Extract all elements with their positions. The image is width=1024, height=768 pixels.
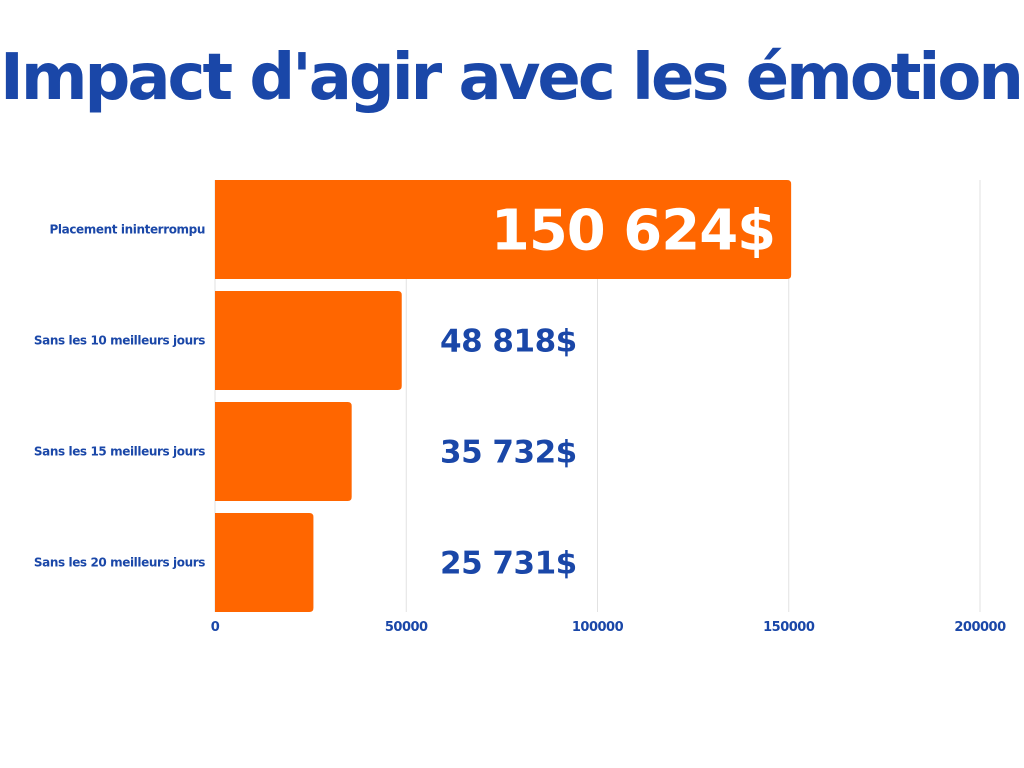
category-label: Sans les 15 meilleurs jours <box>34 445 205 459</box>
bar <box>215 291 402 390</box>
data-label: 35 732$ <box>440 435 577 471</box>
category-labels: Placement ininterrompu Sans les 10 meille… <box>34 223 206 570</box>
bar <box>215 402 352 501</box>
x-tick-label: 200000 <box>954 620 1006 635</box>
bar <box>215 513 314 612</box>
value-labels: 150 624$ 48 818$ 35 732$ 25 731$ <box>440 199 776 582</box>
category-label: Sans les 10 meilleurs jours <box>34 334 205 348</box>
category-label: Placement ininterrompu <box>50 223 205 237</box>
x-tick-label: 150000 <box>763 620 815 635</box>
bars <box>215 180 792 612</box>
data-label: 150 624$ <box>491 199 775 264</box>
bar <box>215 180 792 279</box>
x-axis-ticks: 0 50000 100000 150000 200000 <box>211 620 1007 635</box>
x-tick-label: 100000 <box>572 620 624 635</box>
x-tick-label: 50000 <box>385 620 428 635</box>
data-label: 48 818$ <box>440 324 577 360</box>
data-label: 25 731$ <box>440 546 577 582</box>
category-label: Sans les 20 meilleurs jours <box>34 556 205 570</box>
x-tick-label: 0 <box>211 620 220 635</box>
chart-title: Impact d'agir avec les émotions <box>0 41 1024 115</box>
